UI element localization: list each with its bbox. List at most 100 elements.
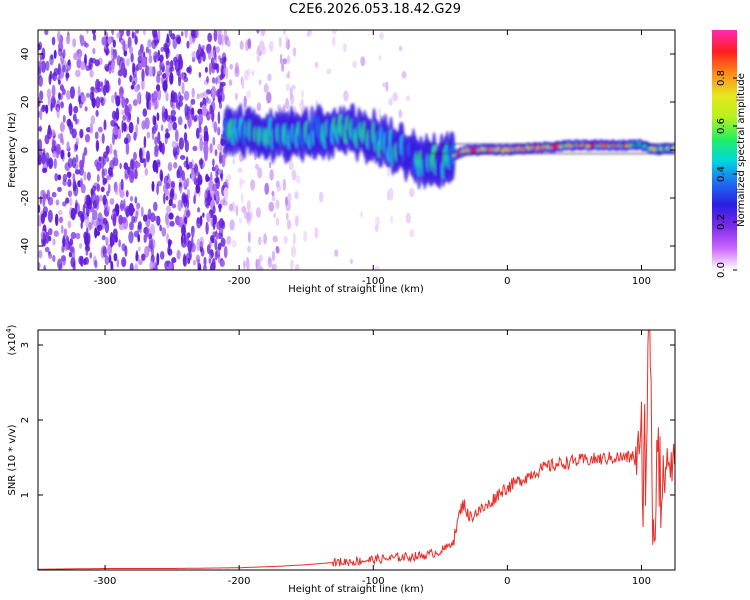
- spectrogram-noise-cell: [70, 231, 77, 240]
- spectrogram-noise-cell: [180, 31, 184, 37]
- spectrogram-noise-cell: [211, 77, 216, 84]
- spectrogram-noise-cell: [69, 238, 74, 246]
- spectrogram-noise-cell: [303, 231, 308, 243]
- spectrogram-noise-cell: [291, 84, 296, 91]
- spectrogram-noise-cell: [98, 126, 103, 133]
- spectrogram-noise-cell: [41, 152, 47, 165]
- spectrogram-noise-cell: [219, 259, 226, 268]
- spectrogram-noise-cell: [122, 114, 127, 121]
- spectrogram-noise-cell: [137, 224, 141, 233]
- spectrogram-noise-cell: [387, 168, 390, 177]
- spectrogram-noise-cell: [78, 52, 82, 61]
- spectrogram-noise-cell: [181, 170, 185, 181]
- spectrogram-noise-cell: [43, 265, 47, 270]
- spectrogram-noise-cell: [215, 232, 220, 240]
- spectrogram-noise-cell: [170, 180, 176, 189]
- spectrogram-noise-cell: [111, 110, 117, 120]
- spectrogram-noise-cell: [102, 154, 107, 166]
- spectrogram-noise-cell: [180, 72, 185, 80]
- spectrogram-noise-cell: [398, 109, 403, 119]
- spectrogram-noise-cell: [271, 190, 275, 197]
- spectrogram-noise-cell: [314, 61, 319, 69]
- spectrogram-noise-cell: [288, 161, 294, 171]
- spectrogram-noise-cell: [214, 190, 220, 197]
- spectrogram-noise-cell: [246, 90, 252, 99]
- spectrogram-noise-cell: [187, 240, 192, 253]
- spectrogram-noise-cell: [161, 142, 165, 155]
- spectrogram-noise-cell: [294, 106, 297, 115]
- spectrogram-noise-cell: [90, 115, 96, 125]
- spectrogram-noise-cell: [269, 169, 274, 181]
- spectrogram-noise-cell: [48, 159, 52, 170]
- spectrogram-noise-cell: [75, 69, 81, 78]
- spectrogram-noise-cell: [130, 84, 135, 90]
- spectrogram-noise-cell: [268, 161, 272, 169]
- spectrogram-noise-cell: [104, 255, 110, 266]
- spectrogram-noise-cell: [156, 73, 161, 84]
- spectrogram-noise-cell: [133, 131, 137, 141]
- spectrogram-noise-cell: [114, 153, 118, 160]
- spectrogram-noise-cell: [79, 255, 84, 267]
- spectrogram-noise-cell: [196, 93, 200, 100]
- spectrogram-y-axis-label: Frequency (Hz): [7, 112, 18, 188]
- spectrogram-noise-cell: [212, 183, 218, 192]
- spectrogram-noise-cell: [241, 205, 247, 213]
- spectrogram-noise-cell: [213, 30, 218, 42]
- spectrogram-noise-cell: [382, 82, 387, 88]
- spectrogram-noise-cell: [134, 263, 138, 270]
- spectrogram-noise-cell: [78, 96, 81, 103]
- spectrogram-noise-cell: [179, 182, 182, 188]
- spectrogram-noise-cell: [52, 254, 56, 263]
- spectrogram-noise-cell: [57, 48, 63, 57]
- spectrogram-noise-cell: [188, 65, 193, 75]
- spectrogram-noise-cell: [79, 128, 84, 139]
- spectrogram-noise-cell: [156, 252, 160, 266]
- spectrogram-noise-cell: [135, 252, 139, 261]
- spectrogram-x-tick-label: 0: [504, 276, 510, 287]
- spectrogram-noise-cell: [115, 205, 120, 218]
- spectrogram-noise-cell: [186, 177, 190, 187]
- spectrogram-noise-cell: [165, 78, 168, 84]
- spectrogram-noise-cell: [109, 143, 113, 155]
- spectrogram-noise-cell: [228, 203, 233, 212]
- spectrogram-noise-cell: [256, 54, 261, 63]
- spectrogram-noise-cell: [105, 80, 110, 94]
- spectrogram-noise-cell: [159, 224, 162, 232]
- spectrogram-noise-cell: [275, 199, 280, 210]
- spectrogram-noise-cell: [73, 143, 78, 153]
- snr-y-tick-label: 2: [20, 417, 31, 423]
- spectrogram-noise-cell: [271, 194, 276, 202]
- spectrogram-noise-cell: [67, 151, 71, 158]
- spectrogram-noise-cell: [390, 215, 394, 224]
- snr-y-ticks: 1 2 3: [20, 342, 675, 498]
- spectrogram-noise-cell: [124, 103, 128, 116]
- spectrogram-y-tick-label: -40: [20, 238, 31, 254]
- spectrogram-noise-cell: [72, 173, 76, 182]
- spectrogram-noise-cell: [232, 158, 235, 165]
- spectrogram-noise-cell: [226, 174, 232, 181]
- spectrogram-noise-cell: [181, 224, 186, 236]
- spectrogram-noise-cell: [123, 122, 127, 132]
- spectrogram-noise-cell: [165, 195, 169, 201]
- spectrogram-noise-cell: [259, 40, 265, 53]
- spectrogram-noise-cell: [210, 101, 216, 113]
- spectrogram-noise-cell: [65, 197, 70, 204]
- colorbar-tick-label: 0.6: [716, 118, 727, 134]
- spectrogram-noise-cell: [68, 103, 73, 116]
- spectrogram-noise-cell: [55, 199, 60, 206]
- spectrogram-noise-cell: [62, 48, 66, 59]
- spectrogram-noise-cell: [169, 220, 175, 227]
- spectrogram-noise-cell: [95, 230, 101, 236]
- spectrogram-noise-cell: [123, 162, 129, 170]
- spectrogram-noise-cell: [287, 54, 291, 64]
- spectrogram-noise-cell: [220, 169, 224, 182]
- spectrogram-noise-cell: [102, 194, 107, 206]
- spectrogram-noise-cell: [214, 149, 218, 157]
- spectrogram-noise-cell: [112, 39, 116, 48]
- colorbar-tick-label: 0.2: [716, 214, 727, 230]
- spectrogram-noise-cell: [51, 129, 56, 137]
- spectrogram-noise-cell: [290, 259, 294, 270]
- spectrogram-noise-cell: [123, 137, 129, 145]
- spectrogram-noise-cell: [212, 63, 217, 70]
- spectrogram-noise-cell: [128, 231, 134, 244]
